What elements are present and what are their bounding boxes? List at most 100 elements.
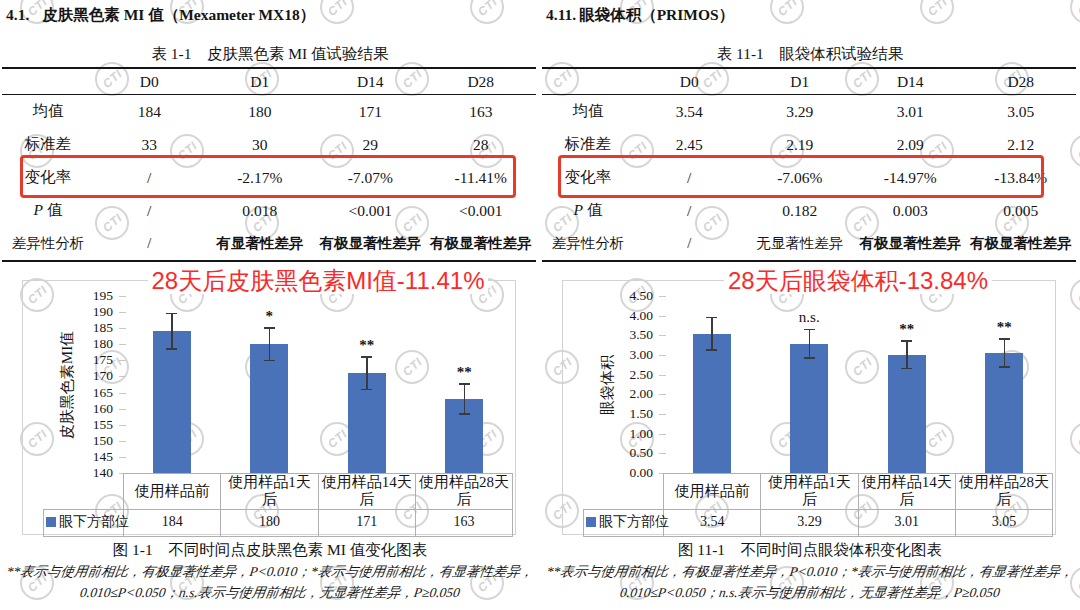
chart-annotation: 28天后皮肤黑色素MI值-11.41% bbox=[123, 267, 513, 294]
section-heading: 4.11.眼袋体积（PRIMOS） bbox=[546, 5, 734, 26]
y-axis-tick-label: 0.50 bbox=[563, 445, 653, 461]
y-axis-tick-label: 165 bbox=[23, 385, 113, 401]
section-primos: 4.11.眼袋体积（PRIMOS） 表 11-1 眼袋体积试验结果 D0 D1 … bbox=[540, 0, 1080, 610]
legend-swatch bbox=[586, 517, 596, 527]
error-bar bbox=[366, 357, 368, 389]
bar bbox=[888, 355, 926, 473]
y-axis-tick-label: 145 bbox=[23, 449, 113, 465]
error-bar-cap bbox=[166, 348, 177, 350]
y-axis-tick bbox=[119, 360, 126, 361]
table-title: 表 1-1 皮肤黑色素 MI 值试验结果 bbox=[0, 44, 540, 65]
y-axis-tick bbox=[119, 441, 126, 442]
section-number: 4.1. bbox=[6, 6, 29, 23]
legend-row: 眼下方部位 184 180 171 163 bbox=[44, 509, 513, 536]
bar-chart: 28天后皮肤黑色素MI值-11.41% 皮肤黑色素MI值 19519018518… bbox=[22, 280, 516, 535]
chart-data-table: 使用样品前 使用样品1天后 使用样品14天后 使用样品28天后 眼下方部位 3.… bbox=[583, 473, 1053, 537]
error-bar bbox=[809, 329, 811, 357]
figure-caption: 图 11-1 不同时间点眼袋体积变化图表 bbox=[540, 540, 1080, 561]
y-axis-tick-label: 150 bbox=[23, 433, 113, 449]
y-axis-tick bbox=[119, 393, 126, 394]
significance-mark: n.s. bbox=[787, 309, 831, 326]
y-axis-tick bbox=[659, 375, 666, 376]
section-heading: 4.1. 皮肤黑色素 MI 值（Mexameter MX18） bbox=[6, 5, 315, 26]
table-header-row: D0 D1 D14 D28 bbox=[542, 68, 1076, 95]
bar bbox=[153, 331, 191, 473]
error-bar-cap bbox=[999, 338, 1010, 340]
y-axis-tick-label: 170 bbox=[23, 368, 113, 384]
table-row-significance: 差异性分析 / 无显著性差异 有极显著性差异 有极显著性差异 bbox=[542, 227, 1076, 261]
bar-chart: 28天后眼袋体积-13.84% 眼袋体积 4.504.003.503.002.5… bbox=[562, 280, 1056, 535]
legend-swatch bbox=[46, 517, 56, 527]
y-axis-tick bbox=[659, 414, 666, 415]
table-row-pvalue: P 值 / 0.018 <0.001 <0.001 bbox=[2, 194, 536, 227]
error-bar-cap bbox=[264, 327, 275, 329]
error-bar-cap bbox=[999, 366, 1010, 368]
table-row-pvalue: P 值 / 0.182 0.003 0.005 bbox=[542, 194, 1076, 227]
y-axis-tick-label: 1.00 bbox=[563, 426, 653, 442]
y-axis-tick-label: 185 bbox=[23, 320, 113, 336]
category-row: 使用样品前 使用样品1天后 使用样品14天后 使用样品28天后 bbox=[44, 474, 513, 510]
y-axis-tick bbox=[119, 296, 126, 297]
significance-mark: ** bbox=[885, 321, 929, 338]
error-bar-cap bbox=[804, 329, 815, 331]
legend-row: 眼下方部位 3.54 3.29 3.01 3.05 bbox=[584, 509, 1053, 536]
y-axis-tick bbox=[659, 434, 666, 435]
table-title: 表 11-1 眼袋体积试验结果 bbox=[540, 44, 1080, 65]
error-bar bbox=[269, 328, 271, 360]
y-axis-tick bbox=[119, 457, 126, 458]
y-axis-tick-label: 175 bbox=[23, 352, 113, 368]
error-bar-cap bbox=[459, 413, 470, 415]
footnote-line2: 0.010≤P<0.050；n.s.表示与使用前相比，无显著性差异，P≥0.05… bbox=[0, 584, 541, 602]
y-axis-tick bbox=[659, 453, 666, 454]
bar bbox=[693, 334, 731, 473]
error-bar bbox=[711, 318, 713, 350]
y-axis-tick bbox=[659, 316, 666, 317]
table-row-mean: 均值 184 180 171 163 bbox=[2, 95, 536, 129]
error-bar-cap bbox=[901, 368, 912, 370]
y-axis-tick-label: 155 bbox=[23, 417, 113, 433]
y-axis-tick bbox=[119, 344, 126, 345]
category-row: 使用样品前 使用样品1天后 使用样品14天后 使用样品28天后 bbox=[584, 474, 1053, 510]
error-bar-cap bbox=[706, 317, 717, 319]
y-axis-tick bbox=[659, 355, 666, 356]
error-bar-cap bbox=[264, 360, 275, 362]
y-axis-tick bbox=[659, 335, 666, 336]
footnote-line2: 0.010≤P<0.050；n.s.表示与使用前相比，无显著性差异，P≥0.05… bbox=[539, 584, 1080, 602]
y-axis-tick-label: 160 bbox=[23, 401, 113, 417]
section-title: 皮肤黑色素 MI 值（Mexameter MX18） bbox=[42, 6, 315, 23]
y-axis-tick-label: 2.50 bbox=[563, 367, 653, 383]
section-mexameter: 4.1. 皮肤黑色素 MI 值（Mexameter MX18） 表 1-1 皮肤黑… bbox=[0, 0, 540, 610]
y-axis-tick-label: 3.50 bbox=[563, 327, 653, 343]
y-axis-tick-label: 2.00 bbox=[563, 386, 653, 402]
error-bar bbox=[464, 384, 466, 414]
section-title: 眼袋体积（PRIMOS） bbox=[579, 6, 734, 23]
error-bar-cap bbox=[706, 349, 717, 351]
y-axis-tick-label: 4.00 bbox=[563, 308, 653, 324]
y-axis-tick bbox=[119, 409, 126, 410]
y-axis-tick-label: 1.50 bbox=[563, 406, 653, 422]
error-bar bbox=[1004, 339, 1006, 367]
section-number: 4.11. bbox=[546, 6, 576, 23]
error-bar-cap bbox=[166, 313, 177, 315]
error-bar-cap bbox=[459, 383, 470, 385]
chart-data-table: 使用样品前 使用样品1天后 使用样品14天后 使用样品28天后 眼下方部位 18… bbox=[43, 473, 513, 537]
highlight-box bbox=[20, 155, 516, 198]
table-header-row: D0 D1 D14 D28 bbox=[2, 68, 536, 95]
legend-cell: 眼下方部位 bbox=[44, 509, 124, 536]
y-axis-tick-label: 180 bbox=[23, 336, 113, 352]
y-axis-tick bbox=[659, 394, 666, 395]
table-row-significance: 差异性分析 / 有显著性差异 有极显著性差异 有极显著性差异 bbox=[2, 227, 536, 261]
y-axis-tick bbox=[659, 296, 666, 297]
y-axis-tick bbox=[119, 376, 126, 377]
significance-mark: ** bbox=[982, 319, 1026, 336]
significance-mark: ** bbox=[442, 364, 486, 381]
error-bar bbox=[906, 341, 908, 369]
error-bar-cap bbox=[901, 340, 912, 342]
bar bbox=[250, 344, 288, 473]
y-axis-tick bbox=[119, 425, 126, 426]
y-axis-tick-label: 4.50 bbox=[563, 288, 653, 304]
error-bar-cap bbox=[804, 357, 815, 359]
highlight-box bbox=[558, 155, 1044, 198]
y-axis-tick bbox=[119, 312, 126, 313]
y-axis-tick-label: 195 bbox=[23, 288, 113, 304]
